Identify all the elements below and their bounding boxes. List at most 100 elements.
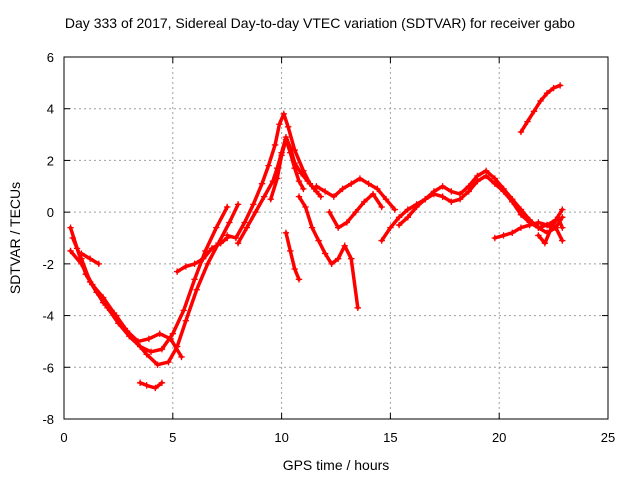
data-point xyxy=(378,237,385,244)
data-point xyxy=(182,263,190,270)
data-point xyxy=(291,265,298,273)
data-point xyxy=(86,255,94,262)
x-tick-label: 15 xyxy=(383,430,397,445)
data-point xyxy=(260,193,268,200)
data-point xyxy=(282,229,290,237)
data-point xyxy=(352,208,359,216)
series-line xyxy=(297,194,360,310)
data-point xyxy=(297,170,305,177)
x-tick-label: 25 xyxy=(601,430,615,445)
data-point xyxy=(99,299,107,306)
y-tick-label: 4 xyxy=(47,102,54,117)
data-point xyxy=(302,203,309,211)
tick-labels: 0 5 10 15 20 25 -8 -6 -4 -2 0 2 4 6 xyxy=(42,50,615,445)
data-point xyxy=(341,242,348,249)
data-point xyxy=(191,276,198,283)
data-point xyxy=(491,234,499,242)
data-point xyxy=(509,196,516,203)
data-point xyxy=(271,141,279,149)
series-track-10 xyxy=(282,229,303,283)
data-point xyxy=(213,224,220,231)
x-tick-label: 0 xyxy=(60,430,67,445)
data-point xyxy=(321,250,329,257)
data-point xyxy=(267,196,274,203)
data-point xyxy=(404,214,412,221)
data-point xyxy=(413,203,420,211)
series-line xyxy=(379,174,565,243)
data-point xyxy=(439,183,446,190)
data-point xyxy=(145,335,153,343)
series-line xyxy=(268,137,306,201)
data-point xyxy=(295,276,303,283)
data-point xyxy=(382,196,390,203)
data-point xyxy=(280,110,287,118)
y-tick-label: 6 xyxy=(47,50,54,65)
data-point xyxy=(113,312,120,319)
data-point xyxy=(391,206,398,213)
series-track-11 xyxy=(295,193,361,312)
data-point xyxy=(482,167,490,174)
data-point xyxy=(369,190,377,198)
data-point xyxy=(167,335,174,343)
data-point xyxy=(524,118,531,125)
data-point xyxy=(217,239,224,247)
data-point xyxy=(439,193,446,200)
data-point xyxy=(348,255,355,262)
data-point xyxy=(284,123,292,131)
data-point xyxy=(295,193,303,200)
data-point xyxy=(422,196,429,203)
data-point xyxy=(282,136,290,143)
axis-ticks xyxy=(63,56,609,420)
data-point xyxy=(180,307,187,314)
data-point xyxy=(252,208,259,216)
data-point xyxy=(136,379,144,386)
data-point xyxy=(147,348,155,355)
series-track-8 xyxy=(234,133,324,247)
data-point xyxy=(317,193,324,200)
data-point xyxy=(354,304,361,312)
data-point xyxy=(448,198,455,205)
plot-frame xyxy=(63,56,609,420)
data-point xyxy=(395,214,403,221)
data-point xyxy=(430,188,438,195)
grid-lines xyxy=(64,57,608,419)
data-point xyxy=(67,224,74,231)
series-track-15 xyxy=(395,167,566,237)
data-point xyxy=(191,260,198,268)
data-point xyxy=(123,327,131,335)
data-point xyxy=(226,219,233,226)
data-point xyxy=(165,358,172,366)
data-point xyxy=(517,206,525,213)
data-point xyxy=(278,152,285,159)
data-point xyxy=(89,281,96,288)
data-point xyxy=(387,224,394,231)
y-tick-label: -8 xyxy=(42,412,54,427)
data-point xyxy=(313,183,320,190)
data-point xyxy=(526,221,533,229)
x-axis-label: GPS time / hours xyxy=(283,457,390,473)
data-point xyxy=(465,183,472,190)
data-point xyxy=(456,190,464,198)
data-point xyxy=(200,255,207,262)
data-point xyxy=(143,382,150,389)
data-point xyxy=(548,224,555,231)
series-track-6 xyxy=(173,234,231,275)
series-line xyxy=(68,249,184,359)
series-line xyxy=(397,169,565,235)
data-point xyxy=(356,175,364,182)
data-point xyxy=(169,330,176,337)
data-point xyxy=(365,180,372,187)
data-point xyxy=(173,268,181,275)
y-tick-label: -6 xyxy=(42,360,54,375)
data-point xyxy=(208,245,216,252)
series-track-9 xyxy=(267,136,307,203)
y-tick-label: 0 xyxy=(47,205,54,220)
data-point xyxy=(378,203,385,211)
data-point xyxy=(224,203,231,211)
data-point xyxy=(321,188,329,195)
data-point xyxy=(328,260,335,268)
data-point xyxy=(224,232,231,239)
series-track-1 xyxy=(67,203,231,355)
data-point xyxy=(554,214,562,221)
data-point xyxy=(530,108,538,115)
